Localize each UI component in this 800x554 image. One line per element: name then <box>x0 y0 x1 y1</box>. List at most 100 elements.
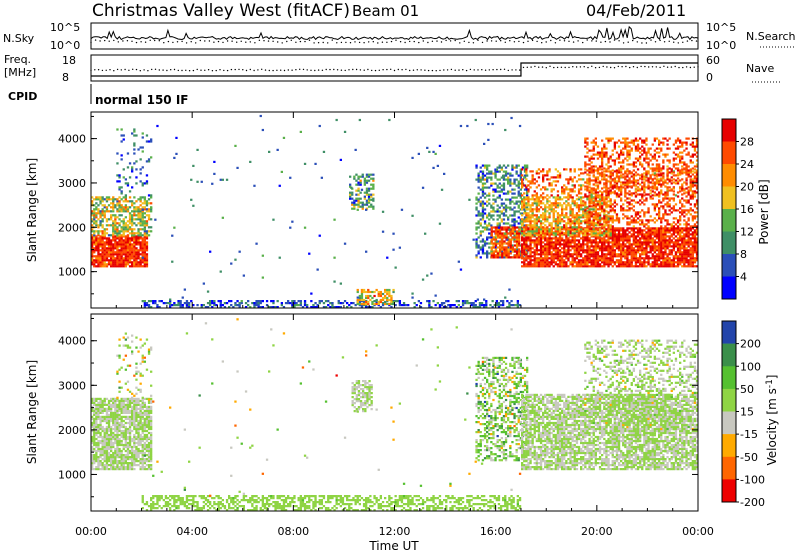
range-cell-0-6 <box>590 253 593 256</box>
range-cell-0-6 <box>611 261 614 264</box>
range-cell-0-7 <box>529 234 532 237</box>
range-cell-0-7 <box>552 202 555 205</box>
range-cell-0-8 <box>630 192 633 195</box>
noise-search-dot <box>108 40 110 42</box>
range-cell-0-9 <box>594 153 598 156</box>
range-cell-0-7 <box>605 220 608 223</box>
noise-search-dot <box>204 40 206 42</box>
nave-dot <box>446 69 449 71</box>
range-cell-0-7 <box>577 198 581 201</box>
range-cell-0-6 <box>539 249 543 252</box>
range-cell-0-6 <box>605 235 608 238</box>
range-cell-0-6 <box>558 253 562 256</box>
noise-search-dot <box>263 40 265 42</box>
range-cell-0-4 <box>502 170 506 173</box>
range-cell-0-6 <box>580 245 583 248</box>
range-cell-0-9 <box>643 159 646 162</box>
range-cell-0-0 <box>118 263 121 266</box>
range-cell-0-6 <box>645 235 648 238</box>
range-cell-0-6 <box>521 251 524 254</box>
range-cell-0-0 <box>133 245 136 248</box>
range-cell-0-6 <box>645 231 648 234</box>
range-cell-0-7 <box>594 228 598 231</box>
range-cell-0-9 <box>647 207 650 210</box>
range-cell-0-9 <box>615 193 619 196</box>
range-cell-0-0 <box>112 265 115 268</box>
range-cell-0-9 <box>592 223 595 226</box>
range-cell-0-0 <box>99 237 102 240</box>
range-cell-0-4 <box>509 250 512 253</box>
range-cell-0-7 <box>535 220 539 223</box>
range-cell-0-1 <box>141 202 144 205</box>
nave-dot <box>530 66 532 68</box>
range-cell-0-8 <box>620 184 623 187</box>
range-cell-0-6 <box>679 237 682 240</box>
range-cell-0-1 <box>114 228 117 231</box>
range-cell-0-9 <box>611 209 614 212</box>
range-cell-0-9 <box>628 141 631 144</box>
range-cell-0-9 <box>622 137 625 140</box>
range-cell-0-6 <box>643 241 646 244</box>
range-cell-0-4 <box>509 214 512 217</box>
range-cell-0-7 <box>575 234 579 237</box>
range-cell-0-1 <box>112 222 115 225</box>
range-cell-0-6 <box>681 243 684 246</box>
range-cell-0-2 <box>145 182 149 185</box>
range-cell-0-7 <box>539 216 543 219</box>
noise-search-dot <box>122 40 124 42</box>
range-cell-0-4 <box>486 216 489 219</box>
range-cell-0-7 <box>548 216 551 219</box>
range-cell-0-7 <box>531 198 534 201</box>
range-cell-0-7 <box>527 204 530 207</box>
range-cell-0-6 <box>546 241 549 244</box>
range-cell-0-6 <box>533 253 536 256</box>
range-cell-0-6 <box>586 241 589 244</box>
nave-dot <box>579 66 582 68</box>
range-cell-0-6 <box>544 253 547 256</box>
range-cell-0-4 <box>509 226 512 229</box>
range-cell-0-9 <box>605 183 608 186</box>
range-cell-0-4 <box>523 210 527 213</box>
range-cell-0-6 <box>615 253 619 256</box>
nave-dot <box>200 69 202 71</box>
range-cell-0-6 <box>634 241 638 244</box>
range-cell-0-6 <box>611 265 614 268</box>
range-cell-0-1 <box>97 224 100 227</box>
range-cell-0-9 <box>611 187 614 190</box>
range-cell-0-6 <box>620 247 623 250</box>
range-cell-0-8 <box>552 176 555 179</box>
range-cell-0-1 <box>133 210 136 213</box>
range-cell-0-4 <box>502 164 506 167</box>
noise-search-dot <box>368 41 370 43</box>
range-cell-0-4 <box>509 174 512 177</box>
range-cell-0-4 <box>502 202 506 205</box>
range-cell-0-7 <box>582 204 585 207</box>
range-cell-0-6 <box>607 265 610 268</box>
range-cell-0-6 <box>658 251 661 254</box>
range-cell-0-9 <box>630 149 633 152</box>
range-cell-0-6 <box>611 253 614 256</box>
range-cell-0-0 <box>116 261 119 264</box>
range-cell-0-7 <box>521 228 524 231</box>
range-cell-0-7 <box>558 198 562 201</box>
range-cell-0-3 <box>367 201 371 204</box>
range-cell-0-6 <box>563 251 566 254</box>
range-cell-0-6 <box>641 251 644 254</box>
range-cell-0-9 <box>603 155 606 158</box>
range-cell-0-6 <box>672 261 676 264</box>
range-cell-0-6 <box>653 249 657 252</box>
range-cell-0-6 <box>685 255 688 258</box>
station-title: Christmas Valley West (fitACF) <box>92 1 350 21</box>
range-cell-0-7 <box>567 222 570 225</box>
range-cell-0-6 <box>548 249 551 252</box>
range-cell-0-9 <box>594 203 598 206</box>
range-cell-0-4 <box>498 210 501 213</box>
range-cell-0-6 <box>685 261 688 264</box>
range-cell-0-9 <box>622 213 625 216</box>
range-cell-0-4 <box>517 200 520 203</box>
range-cell-0-1 <box>128 200 132 203</box>
range-cell-0-0 <box>93 241 96 244</box>
range-cell-0-0 <box>122 249 125 252</box>
range-cell-0-6 <box>567 245 570 248</box>
range-cell-0-9 <box>626 215 629 218</box>
